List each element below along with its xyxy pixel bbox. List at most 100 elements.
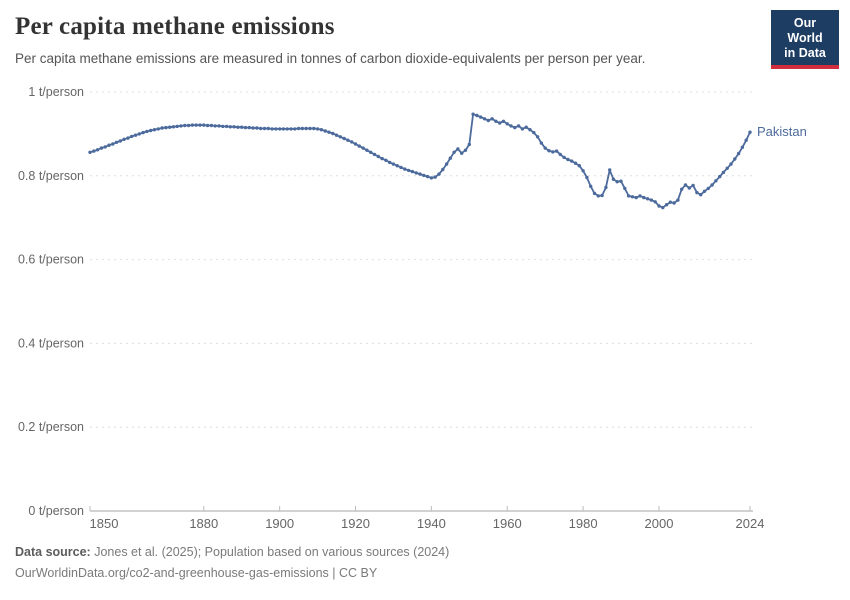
data-point: [95, 148, 100, 152]
owid-logo-line1: Our World: [787, 16, 823, 45]
data-point: [539, 141, 544, 145]
data-point: [186, 123, 191, 128]
data-point: [687, 186, 691, 190]
data-point: [418, 172, 422, 176]
data-point: [475, 113, 479, 118]
chart-footer: Data source: Jones et al. (2025); Popula…: [15, 542, 449, 584]
data-point: [114, 140, 119, 144]
data-point: [410, 169, 415, 174]
owid-logo-line2: in Data: [784, 46, 826, 60]
data-point: [369, 150, 373, 154]
data-point: [365, 148, 369, 152]
data-point: [183, 123, 187, 128]
y-tick-label: 0.2 t/person: [18, 420, 84, 434]
data-point: [350, 140, 354, 144]
data-source-text: Jones et al. (2025); Population based on…: [90, 545, 450, 559]
data-point: [706, 186, 710, 191]
data-point: [558, 152, 562, 157]
owid-logo[interactable]: Our World in Data: [771, 10, 839, 69]
data-point: [596, 194, 600, 198]
data-point: [221, 124, 225, 129]
data-point: [604, 185, 608, 190]
data-point: [319, 128, 324, 132]
data-point: [516, 124, 521, 128]
data-point: [479, 115, 483, 119]
data-point: [645, 197, 650, 201]
data-point: [668, 200, 672, 204]
x-tick-label: 1980: [569, 516, 598, 531]
data-point: [676, 198, 680, 202]
y-tick-label: 0.4 t/person: [18, 336, 84, 350]
data-point: [471, 112, 475, 116]
data-point: [122, 137, 126, 141]
data-point: [748, 130, 752, 134]
data-point: [202, 123, 206, 127]
data-point: [168, 125, 172, 129]
data-point: [592, 191, 597, 196]
data-point: [725, 166, 729, 170]
x-tick-label: 1940: [417, 516, 446, 531]
data-point: [391, 162, 396, 166]
data-point: [205, 123, 210, 128]
license-line[interactable]: OurWorldinData.org/co2-and-greenhouse-ga…: [15, 566, 378, 580]
y-tick-label: 0 t/person: [28, 504, 84, 518]
data-point: [649, 198, 654, 202]
data-point: [300, 126, 305, 131]
series-label-pakistan[interactable]: Pakistan: [757, 124, 807, 140]
data-point: [346, 138, 350, 142]
data-point: [315, 127, 320, 131]
x-tick-label: 2024: [736, 516, 765, 531]
data-point: [334, 133, 339, 137]
data-point: [547, 149, 551, 153]
data-point: [103, 145, 107, 149]
data-point: [562, 155, 566, 160]
x-tick-label: 2000: [645, 516, 674, 531]
data-point: [535, 135, 540, 139]
chart-plot-area[interactable]: 0 t/person 0.2 t/person 0.4 t/person 0.6 t/…: [0, 0, 850, 540]
data-point: [213, 124, 217, 128]
data-point: [145, 129, 149, 134]
data-point: [376, 154, 380, 159]
data-point: [380, 156, 384, 161]
data-point: [532, 130, 536, 135]
data-point: [353, 142, 358, 146]
x-tick-label: 1880: [189, 516, 218, 531]
data-point: [388, 160, 392, 165]
data-point: [293, 127, 297, 131]
data-point: [156, 127, 160, 131]
data-point: [240, 125, 244, 129]
data-point: [626, 194, 631, 198]
data-point: [608, 168, 612, 172]
data-point: [304, 126, 308, 131]
data-point: [133, 133, 138, 137]
data-point: [372, 152, 377, 157]
data-point: [657, 204, 661, 208]
data-point: [406, 168, 411, 173]
data-point: [509, 124, 513, 128]
data-point: [92, 149, 96, 153]
data-point: [683, 183, 688, 187]
data-point: [278, 127, 282, 131]
data-point: [164, 125, 168, 130]
data-source-line: Data source: Jones et al. (2025); Popula…: [15, 542, 449, 563]
chart-subtitle: Per capita methane emissions are measure…: [15, 51, 646, 66]
data-point: [463, 148, 468, 152]
data-point: [444, 162, 449, 166]
data-point: [524, 125, 528, 129]
data-point: [695, 190, 699, 195]
data-point: [236, 125, 240, 129]
data-point: [141, 130, 145, 135]
data-point: [361, 146, 365, 150]
data-point: [255, 126, 259, 130]
data-point: [232, 125, 236, 129]
data-point: [247, 125, 251, 130]
data-point: [296, 126, 301, 131]
data-point: [642, 195, 646, 200]
data-point: [520, 127, 525, 131]
data-point: [486, 118, 490, 123]
data-point: [384, 158, 388, 162]
data-point: [152, 128, 157, 132]
data-point: [733, 157, 737, 161]
data-point: [281, 127, 286, 131]
data-point: [482, 117, 487, 121]
